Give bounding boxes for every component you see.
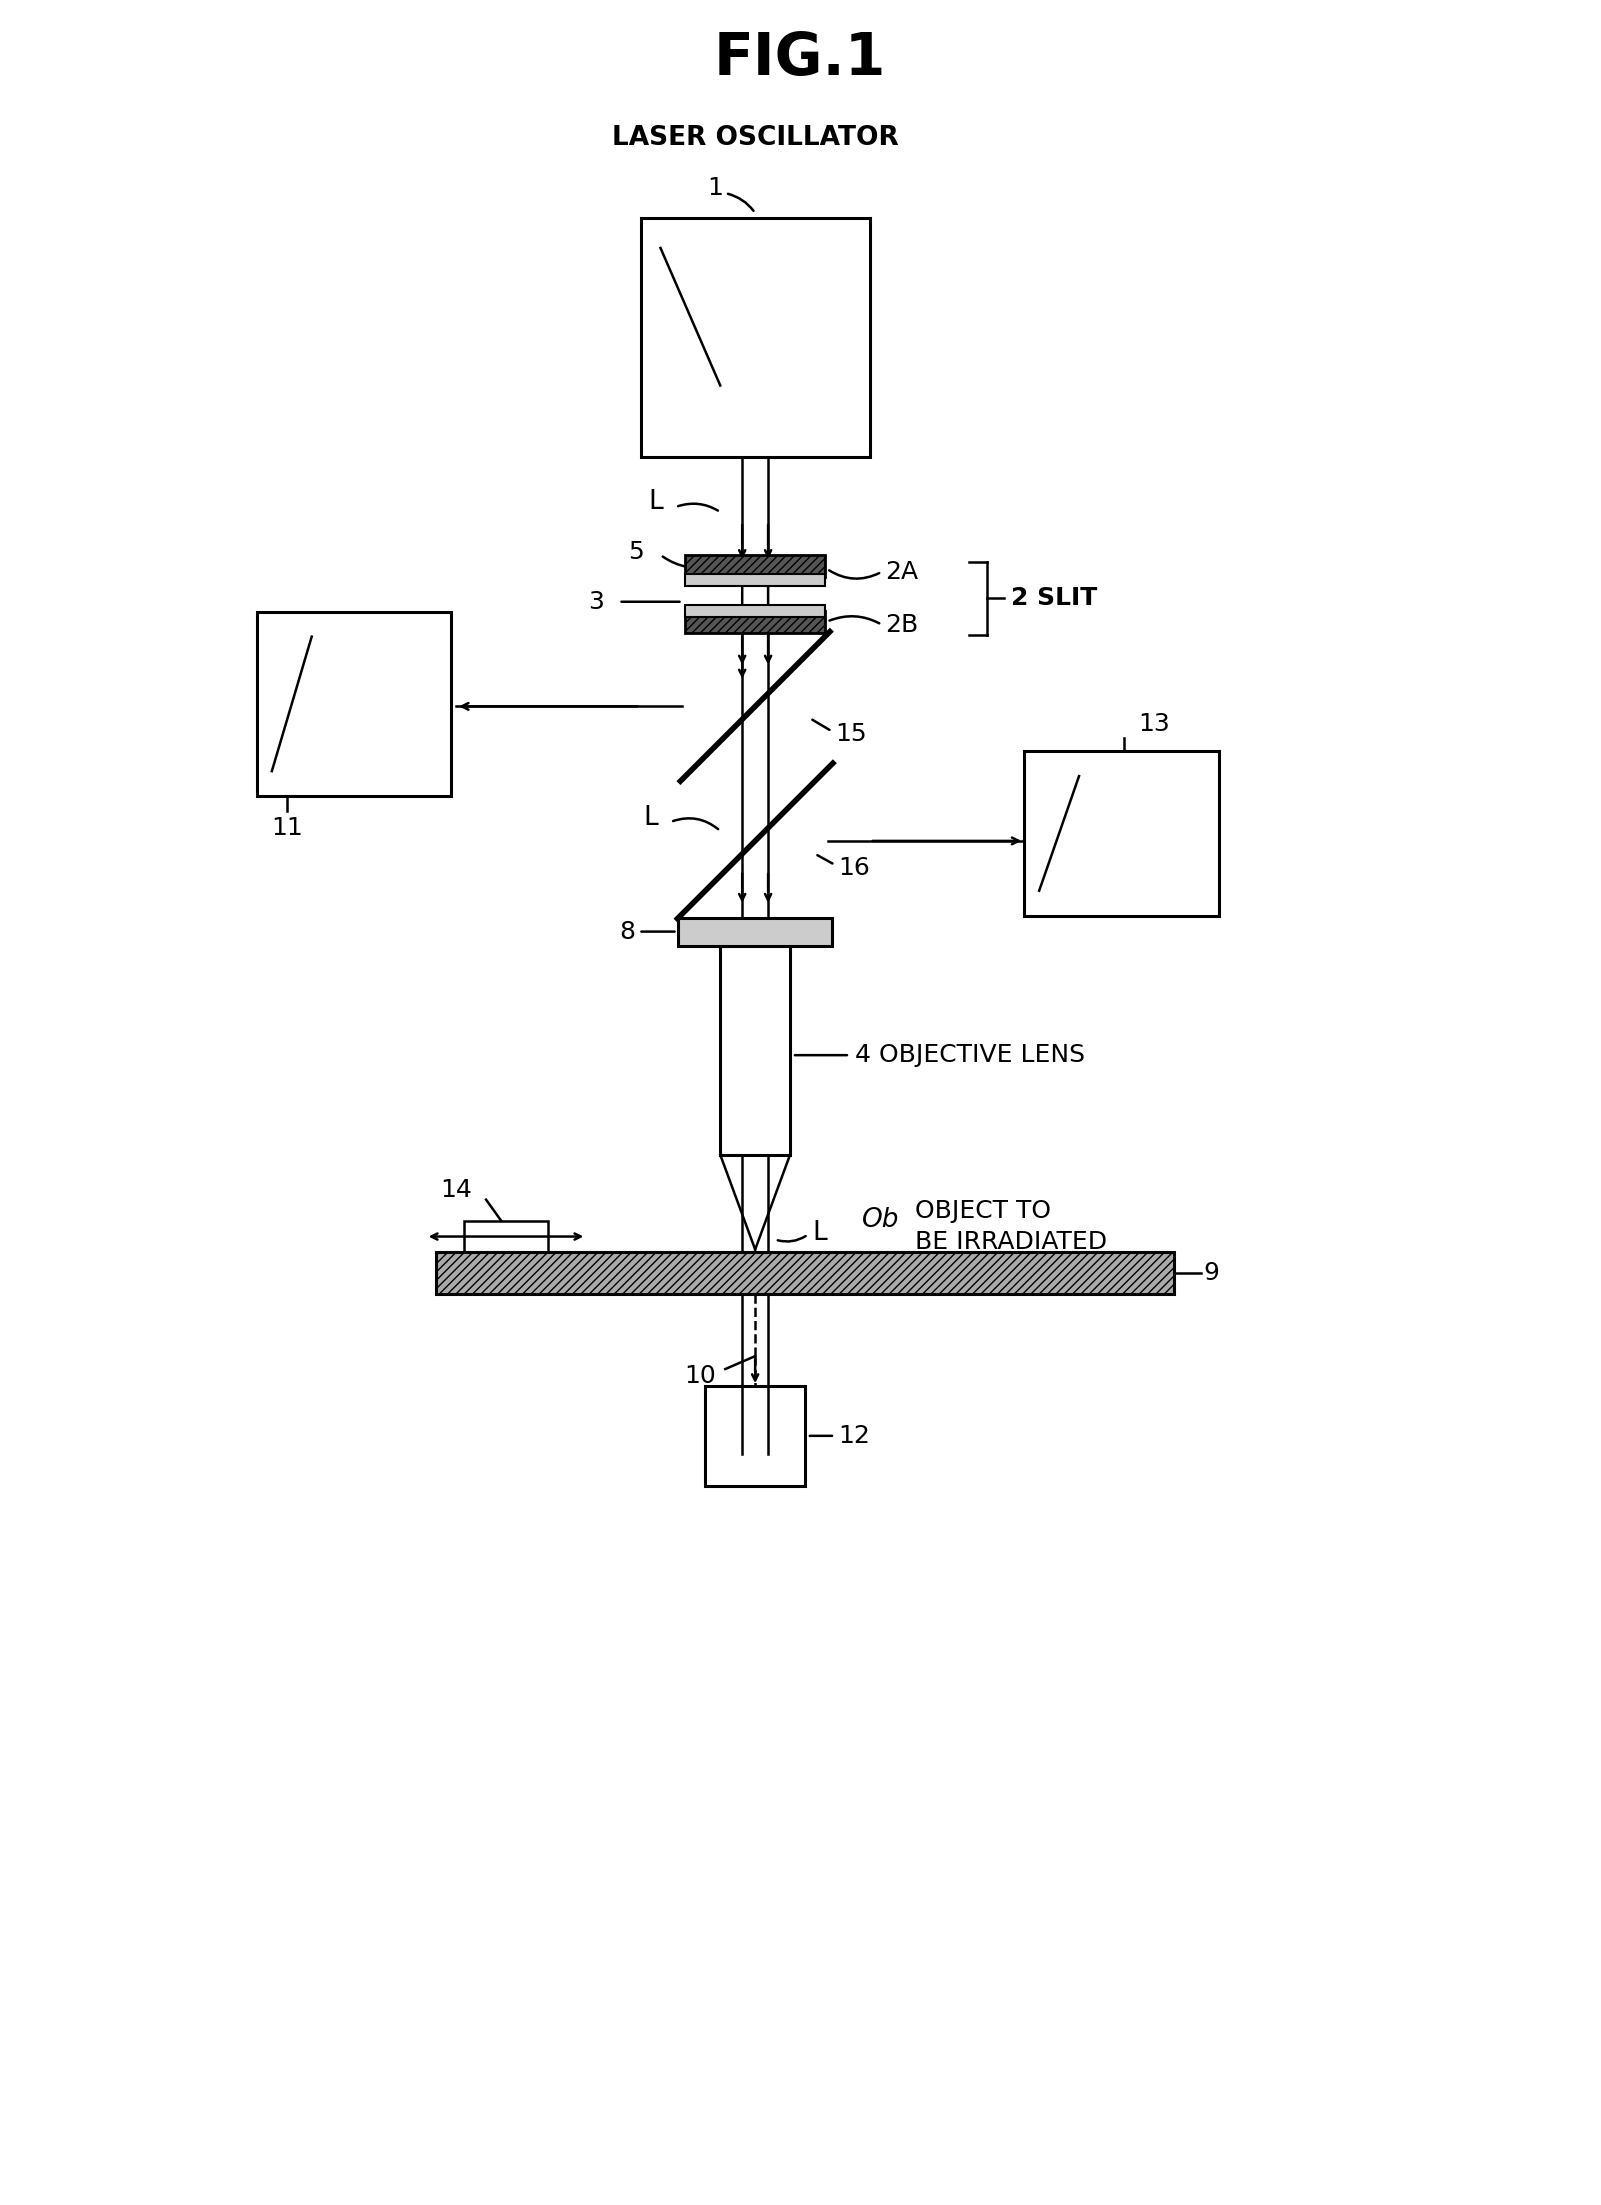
Text: L: L (648, 490, 663, 516)
Text: 2A: 2A (885, 560, 917, 584)
Text: LASER OSCILLATOR: LASER OSCILLATOR (612, 126, 898, 152)
Text: 11: 11 (271, 816, 303, 840)
Bar (685, 556, 825, 578)
Bar (256, 611, 451, 796)
Text: Ob: Ob (861, 1206, 900, 1233)
Bar (706, 1387, 805, 1486)
Text: OBJECT TO
BE IRRADIATED: OBJECT TO BE IRRADIATED (914, 1200, 1106, 1255)
Text: 16: 16 (837, 856, 869, 880)
Bar (640, 218, 869, 456)
Bar (685, 611, 825, 633)
Text: 4 OBJECTIVE LENS: 4 OBJECTIVE LENS (855, 1043, 1085, 1067)
Text: 1: 1 (708, 176, 724, 201)
Text: FIG.1: FIG.1 (714, 31, 887, 88)
Bar (685, 604, 825, 617)
Bar (685, 573, 825, 587)
Text: 8: 8 (620, 919, 636, 944)
Text: 10: 10 (685, 1365, 716, 1387)
Text: 13: 13 (1138, 712, 1170, 736)
Text: 3: 3 (588, 589, 604, 613)
Text: 14: 14 (440, 1177, 472, 1202)
Text: 2B: 2B (885, 613, 917, 637)
Text: 12: 12 (837, 1424, 869, 1449)
Text: 2 SLIT: 2 SLIT (1012, 587, 1098, 611)
Text: L: L (644, 805, 658, 831)
Bar (720, 946, 789, 1155)
Text: 15: 15 (834, 723, 866, 745)
Bar (464, 1222, 549, 1252)
Text: 9: 9 (1204, 1261, 1220, 1286)
Bar (435, 1252, 1174, 1294)
Bar (1025, 752, 1218, 915)
Text: 5: 5 (628, 540, 644, 564)
Text: L: L (812, 1219, 826, 1246)
Bar (677, 917, 833, 946)
